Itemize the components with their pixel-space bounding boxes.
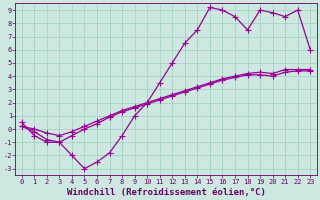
X-axis label: Windchill (Refroidissement éolien,°C): Windchill (Refroidissement éolien,°C) [67,188,265,197]
